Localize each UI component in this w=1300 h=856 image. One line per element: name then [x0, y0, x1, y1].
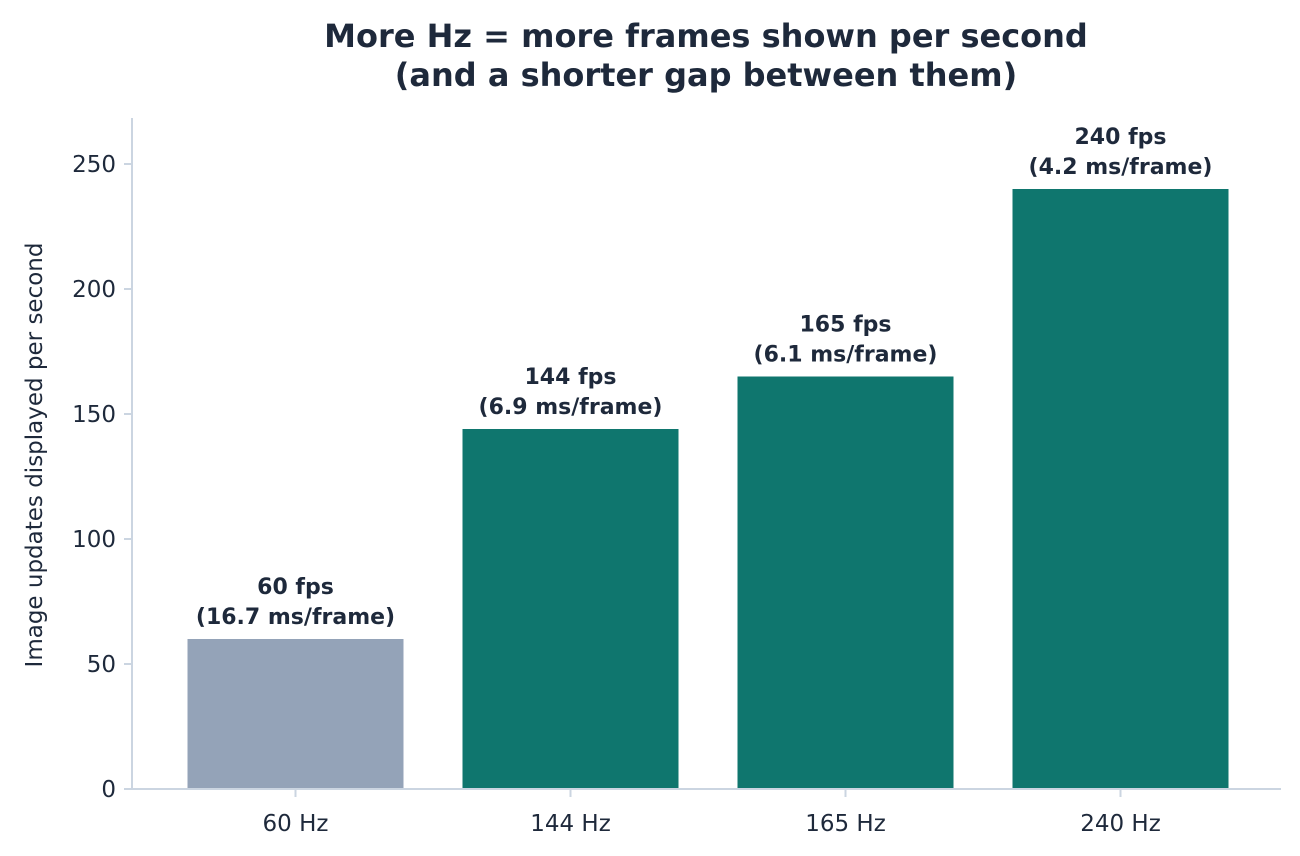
bar-value-label-2-line-2: (6.1 ms/frame)	[754, 343, 938, 368]
y-axis-label: Image updates displayed per second	[22, 243, 48, 668]
axes-layer	[131, 118, 1281, 790]
bar-1	[462, 429, 679, 789]
x-tick-label-1: 144 Hz	[530, 811, 611, 837]
bar-2	[737, 376, 954, 789]
bar-0	[187, 639, 404, 789]
y-tick-label-5: 250	[72, 152, 116, 178]
y-tick-label-3: 150	[72, 402, 116, 428]
x-tick-label-0: 60 Hz	[263, 811, 329, 837]
y-tick-label-1: 50	[87, 652, 116, 678]
bar-value-labels: 60 fps (16.7 ms/frame) 144 fps (6.9 ms/fram…	[196, 125, 1213, 630]
chart-title-line-2: (and a shorter gap between them)	[395, 56, 1017, 94]
bar-value-label-0-line-2: (16.7 ms/frame)	[196, 605, 395, 630]
bar-3	[1012, 189, 1229, 789]
x-tick-label-3: 240 Hz	[1080, 811, 1161, 837]
bar-value-label-0-line-1: 60 fps	[257, 575, 334, 600]
bar-value-label-3-line-2: (4.2 ms/frame)	[1029, 155, 1213, 180]
chart-title: More Hz = more frames shown per second (…	[324, 17, 1088, 94]
chart-title-line-1: More Hz = more frames shown per second	[324, 17, 1088, 55]
y-ticks: 0 50 100 150 200 250	[72, 152, 132, 803]
y-tick-label-4: 200	[72, 277, 116, 303]
x-ticks: 60 Hz 144 Hz 165 Hz 240 Hz	[263, 789, 1161, 837]
bar-value-label-2-line-1: 165 fps	[800, 313, 892, 338]
y-tick-label-2: 100	[72, 527, 116, 553]
x-tick-label-2: 165 Hz	[805, 811, 886, 837]
bar-value-label-3-line-1: 240 fps	[1075, 125, 1167, 150]
bar-value-label-1-line-1: 144 fps	[525, 365, 617, 390]
y-tick-label-0: 0	[101, 777, 116, 803]
bars-layer	[187, 189, 1229, 789]
bar-value-label-1-line-2: (6.9 ms/frame)	[479, 395, 663, 420]
